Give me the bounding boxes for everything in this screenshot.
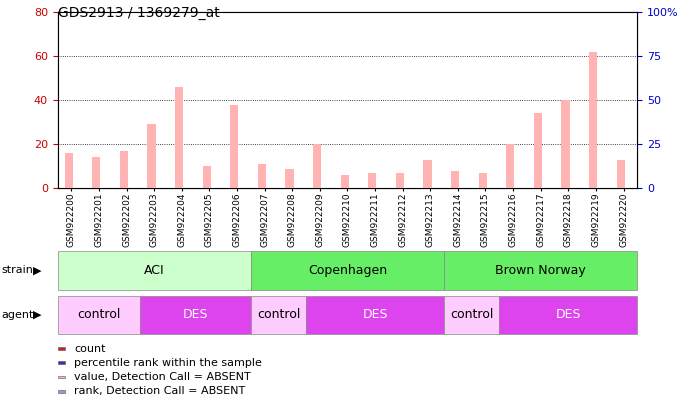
Text: DES: DES [362,308,388,322]
Bar [534,113,542,188]
Bar [120,151,128,188]
Bar [539,141,548,188]
Bar [251,251,444,290]
Bar [70,169,79,188]
Bar [180,144,188,188]
Text: rank, Detection Call = ABSENT: rank, Detection Call = ABSENT [74,386,245,396]
Bar [313,144,321,188]
Bar [153,151,161,188]
Bar [175,87,183,188]
Text: Copenhagen: Copenhagen [308,264,387,277]
Bar [58,390,64,393]
Text: control: control [77,308,121,322]
Bar [58,376,64,378]
Bar [346,174,355,188]
Bar [203,166,211,188]
Text: strain: strain [1,265,33,275]
Bar [208,171,216,188]
Text: control: control [450,308,494,322]
Bar [506,144,515,188]
Bar [236,149,244,188]
Bar [140,296,251,334]
Bar [263,171,272,188]
Bar [444,251,637,290]
Text: ▶: ▶ [33,310,41,320]
Bar [291,173,299,188]
Bar [429,160,437,188]
Text: agent: agent [1,310,34,320]
Text: GDS2913 / 1369279_at: GDS2913 / 1369279_at [58,6,220,20]
Bar [616,160,625,188]
Bar [423,160,432,188]
Bar [451,171,459,188]
Bar [589,52,597,188]
Bar [98,169,106,188]
Bar [456,174,465,188]
Bar [58,251,251,290]
Text: Brown Norway: Brown Norway [496,264,586,277]
Text: percentile rank within the sample: percentile rank within the sample [74,358,262,368]
Bar [306,296,444,334]
Bar [561,100,570,188]
Bar [58,362,64,364]
Text: count: count [74,344,105,354]
Bar [512,158,520,188]
Bar [368,173,376,188]
Bar [319,164,327,188]
Bar [58,347,64,350]
Bar [401,174,410,188]
Bar [622,164,631,188]
Bar [64,153,73,188]
Bar [230,104,239,188]
Bar [374,174,382,188]
Bar [479,173,487,188]
Bar [92,158,100,188]
Bar [595,118,603,188]
Bar [258,164,266,188]
Bar [444,296,499,334]
Bar [285,168,294,188]
Bar [58,296,140,334]
Bar [340,175,349,188]
Bar [567,132,575,188]
Bar [147,124,156,188]
Text: ▶: ▶ [33,265,41,275]
Bar [499,296,637,334]
Text: control: control [257,308,300,322]
Bar [484,176,492,188]
Text: ACI: ACI [144,264,165,277]
Text: DES: DES [555,308,581,322]
Bar [396,173,404,188]
Bar [251,296,306,334]
Bar [125,171,134,188]
Text: DES: DES [183,308,208,322]
Text: value, Detection Call = ABSENT: value, Detection Call = ABSENT [74,372,251,382]
